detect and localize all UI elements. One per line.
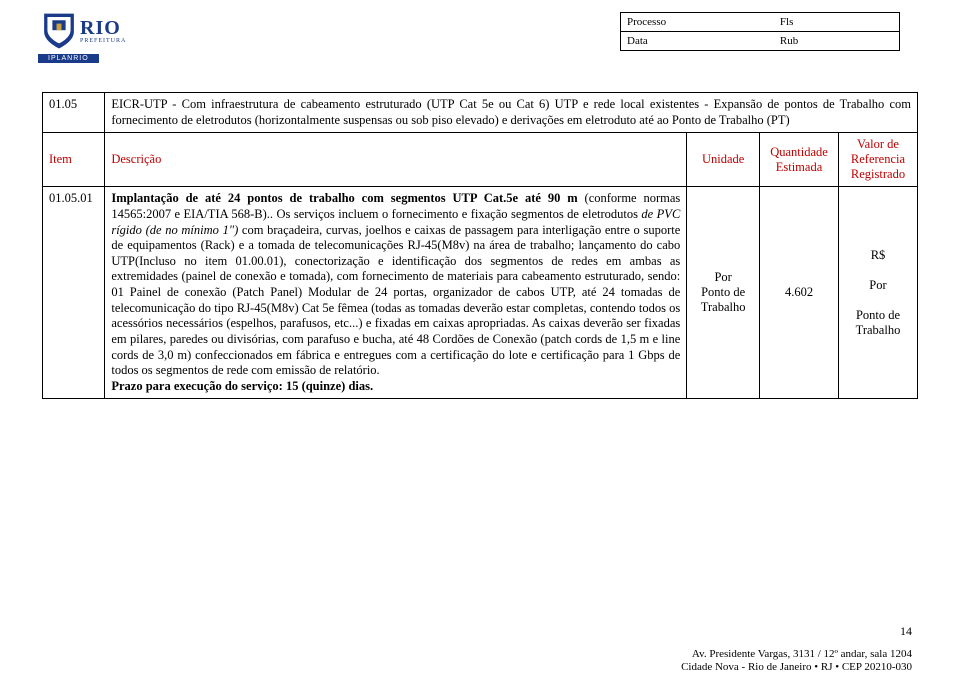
logo-text: RIO PREFEITURA bbox=[80, 18, 126, 44]
valor-l1: R$ bbox=[871, 248, 886, 262]
logo-rio: RIO bbox=[80, 18, 126, 38]
spec-table: 01.05 EICR-UTP - Com infraestrutura de c… bbox=[42, 92, 918, 399]
header-fls-label: Fls bbox=[774, 13, 899, 32]
unidade-l3: Trabalho bbox=[701, 300, 746, 314]
logo-iplanrio: IPLANRIO bbox=[38, 54, 99, 63]
footer-line2: Cidade Nova - Rio de Janeiro • RJ • CEP … bbox=[681, 661, 912, 675]
col-item: Item bbox=[43, 133, 105, 187]
header-processo-label: Processo bbox=[621, 13, 774, 32]
header-box: Processo Fls Data Rub bbox=[620, 12, 900, 51]
footer-line1: Av. Presidente Vargas, 3131 / 12º andar,… bbox=[681, 648, 912, 662]
caption-code: 01.05 bbox=[43, 93, 105, 133]
row-code: 01.05.01 bbox=[43, 187, 105, 399]
row-quantidade: 4.602 bbox=[760, 187, 839, 399]
shield-icon bbox=[42, 12, 76, 50]
header-data-label: Data bbox=[621, 32, 774, 50]
valor-l3: Ponto de bbox=[856, 308, 900, 322]
data-row: 01.05.01 Implantação de até 24 pontos de… bbox=[43, 187, 918, 399]
unidade-l1: Por bbox=[714, 270, 731, 284]
col-descricao: Descrição bbox=[105, 133, 687, 187]
header-rub-label: Rub bbox=[774, 32, 899, 50]
row-valor: R$ Por Ponto de Trabalho bbox=[838, 187, 917, 399]
desc-strong: Implantação de até 24 pontos de trabalho… bbox=[111, 191, 577, 205]
valor-l4: Trabalho bbox=[856, 323, 901, 337]
col-valor: Valor de Referencia Registrado bbox=[838, 133, 917, 187]
row-unidade: Por Ponto de Trabalho bbox=[687, 187, 760, 399]
header-row: Item Descrição Unidade Quantidade Estima… bbox=[43, 133, 918, 187]
page-number: 14 bbox=[900, 624, 912, 639]
unidade-l2: Ponto de bbox=[701, 285, 745, 299]
logo: RIO PREFEITURA bbox=[42, 12, 126, 50]
logo-prefeitura: PREFEITURA bbox=[80, 38, 126, 44]
col-quantidade: Quantidade Estimada bbox=[760, 133, 839, 187]
row-description: Implantação de até 24 pontos de trabalho… bbox=[105, 187, 687, 399]
desc-body2: com braçadeira, curvas, joelhos e caixas… bbox=[111, 223, 680, 378]
desc-prazo: Prazo para execução do serviço: 15 (quin… bbox=[111, 379, 373, 393]
valor-l2: Por bbox=[869, 278, 886, 292]
caption-text: EICR-UTP - Com infraestrutura de cabeame… bbox=[105, 93, 918, 133]
col-unidade: Unidade bbox=[687, 133, 760, 187]
footer-address: Av. Presidente Vargas, 3131 / 12º andar,… bbox=[681, 648, 912, 676]
